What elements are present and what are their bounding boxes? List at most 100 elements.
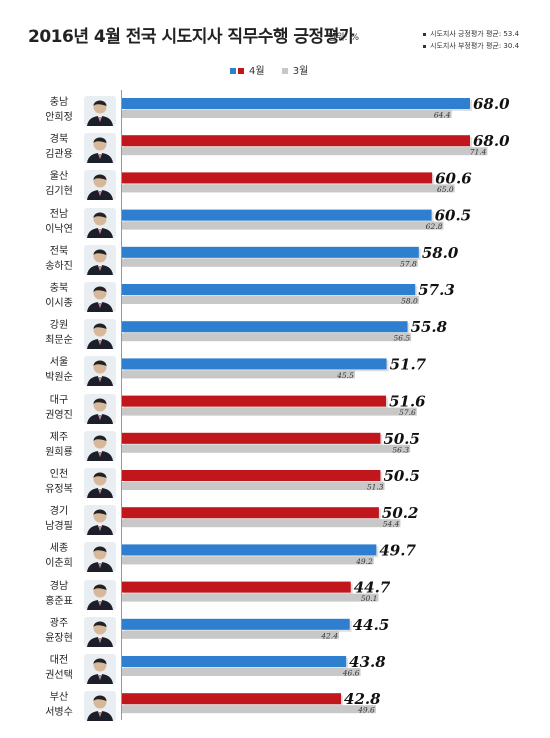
avatar-icon — [84, 654, 116, 684]
bar-march — [122, 593, 379, 602]
bar-april — [122, 321, 408, 333]
governor-name: 김관용 — [45, 149, 73, 161]
bar-march — [122, 482, 385, 490]
region-label: 제주 — [49, 431, 69, 443]
governor-name: 윤장현 — [45, 632, 73, 644]
bar-march — [122, 296, 419, 304]
bar-march — [122, 630, 339, 639]
avatar-icon — [84, 356, 116, 387]
value-label-april: 50.5 — [383, 430, 420, 448]
region-label: 서울 — [49, 357, 69, 369]
region-label: 인천 — [49, 469, 69, 480]
value-label-march: 65.0 — [437, 185, 454, 194]
bar-april — [122, 618, 350, 630]
value-label-march: 46.6 — [342, 669, 360, 678]
negative-average-note: 시도지사 부정평가 평균: 30.4 — [423, 40, 519, 52]
value-label-april: 58.0 — [422, 244, 459, 262]
avatar-icon — [84, 430, 116, 461]
legend: 4월 3월 — [230, 62, 322, 77]
value-label-march: 62.8 — [426, 222, 443, 231]
bar-march — [122, 705, 376, 714]
bar-april — [122, 135, 470, 147]
bar-march — [122, 519, 401, 528]
region-label: 충남 — [49, 97, 69, 108]
bar-march — [122, 556, 374, 565]
value-label-april: 55.8 — [411, 318, 448, 336]
region-label: 경기 — [49, 506, 69, 518]
avatar-icon — [84, 616, 116, 647]
region-label: 대전 — [49, 655, 69, 666]
bar-march — [122, 110, 452, 118]
avatar-icon — [84, 170, 116, 201]
value-label-april: 60.5 — [435, 207, 472, 225]
avatar-icon — [84, 96, 116, 126]
chart-title: 2016년 4월 전국 시도지사 직무수행 긍정평가 — [28, 27, 354, 47]
governor-name: 홍준표 — [45, 595, 73, 607]
bar-march — [122, 444, 411, 453]
bar-april — [122, 581, 351, 593]
avatar-icon — [84, 133, 116, 164]
row-label: 세종 이춘희 — [40, 541, 78, 571]
row-label: 전북 송하진 — [40, 244, 78, 274]
bar-april — [122, 172, 433, 184]
bar-april — [122, 395, 387, 407]
governor-name: 서병수 — [45, 707, 73, 719]
bar-april — [122, 656, 347, 667]
value-label-april: 49.7 — [379, 541, 416, 559]
region-label: 울산 — [49, 171, 69, 183]
avatar-icon — [84, 207, 116, 238]
bar-april — [122, 544, 377, 556]
region-label: 충북 — [49, 283, 69, 294]
row-label: 전남 이낙연 — [40, 207, 78, 237]
avatar-icon — [84, 244, 116, 275]
row-label: 대구 권영진 — [40, 393, 78, 423]
governor-name: 남경필 — [45, 521, 73, 533]
value-label-march: 45.5 — [336, 371, 354, 380]
governor-name: 권선택 — [45, 670, 73, 681]
governor-name: 김기현 — [45, 186, 73, 198]
governor-name: 이춘희 — [45, 558, 73, 570]
value-label-april: 57.3 — [418, 281, 455, 299]
value-label-april: 68.0 — [473, 95, 510, 113]
avatar-icon — [84, 319, 116, 350]
governor-name: 송하진 — [45, 260, 73, 272]
avatar-icon — [84, 393, 116, 424]
bar-april — [122, 284, 416, 295]
value-label-march: 49.2 — [355, 557, 373, 566]
value-label-march: 64.4 — [434, 111, 451, 120]
row-label: 충남 안희정 — [40, 95, 78, 125]
value-label-april: 51.6 — [389, 393, 426, 411]
value-label-march: 54.4 — [383, 520, 400, 529]
bullet-icon — [423, 32, 426, 36]
row-label: 부산 서병수 — [40, 690, 78, 720]
bar-march — [122, 184, 455, 193]
value-label-april: 60.6 — [435, 169, 472, 187]
bar-march — [122, 221, 444, 230]
bar-april — [122, 246, 419, 258]
positive-average-note: 시도지사 긍정평가 평균: 53.4 — [423, 28, 519, 40]
row-label: 경남 홍준표 — [40, 579, 78, 609]
avatar-icon — [84, 505, 116, 536]
value-label-april: 44.5 — [353, 616, 390, 634]
governor-name: 박원순 — [45, 372, 73, 384]
region-label: 경북 — [49, 134, 69, 146]
bar-march — [122, 333, 412, 342]
region-label: 광주 — [49, 617, 69, 629]
value-label-april: 42.8 — [344, 690, 381, 708]
value-label-april: 44.7 — [354, 579, 391, 597]
avatar-icon — [84, 579, 116, 610]
value-label-march: 49.6 — [357, 706, 375, 715]
region-label: 강원 — [49, 320, 69, 332]
region-label: 전남 — [49, 208, 69, 220]
value-label-march: 71.4 — [470, 148, 487, 157]
region-label: 대구 — [49, 394, 69, 406]
bar-april — [122, 507, 379, 519]
bar-march — [122, 258, 418, 267]
value-label-march: 51.3 — [367, 483, 384, 492]
value-label-march: 57.6 — [399, 408, 416, 417]
bar-march — [122, 370, 355, 379]
value-label-march: 42.4 — [320, 631, 338, 640]
